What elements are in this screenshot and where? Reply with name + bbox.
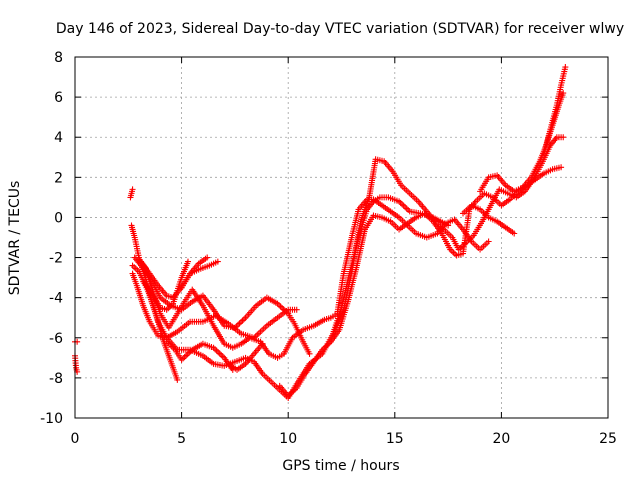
data-marks <box>72 64 569 401</box>
series-track-f <box>129 270 300 341</box>
x-tick-label: 20 <box>492 431 510 447</box>
y-axis-label: SDTVAR / TECUs <box>7 181 23 296</box>
data-point <box>181 353 188 360</box>
data-point <box>214 258 221 265</box>
x-tick-label: 25 <box>599 431 617 447</box>
data-point <box>213 347 220 354</box>
x-tick-label: 15 <box>386 431 404 447</box>
x-tick-label: 5 <box>177 431 186 447</box>
y-tick-label: -10 <box>40 411 63 427</box>
data-point <box>218 351 225 358</box>
chart-title: Day 146 of 2023, Sidereal Day-to-day VTE… <box>56 21 624 37</box>
y-tick-label: -6 <box>49 331 63 347</box>
data-point <box>215 349 222 356</box>
grid-lines <box>75 57 608 418</box>
data-point <box>560 134 567 141</box>
data-point <box>236 320 243 327</box>
series-track-b <box>72 352 81 375</box>
data-point <box>184 258 191 265</box>
data-point <box>259 340 266 347</box>
plot-frame <box>74 56 609 419</box>
x-tick-label: 0 <box>71 431 80 447</box>
data-point <box>237 319 244 326</box>
data-point <box>399 201 406 208</box>
y-tick-label: -2 <box>49 251 63 267</box>
x-axis-label: GPS time / hours <box>282 458 399 474</box>
data-point <box>241 316 248 323</box>
data-point <box>204 254 211 261</box>
data-point <box>485 238 492 245</box>
y-tick-label: -8 <box>49 371 63 387</box>
data-point <box>558 164 565 171</box>
data-point <box>306 350 313 357</box>
data-point <box>183 352 190 359</box>
data-point <box>219 353 226 360</box>
x-tick-label: 10 <box>279 431 297 447</box>
series-track-m <box>225 340 266 373</box>
axis-ticks: 0 5 10 15 20 25 -10 -8 -6 -4 -2 0 2 4 6 8 <box>40 50 617 447</box>
series-track-q <box>541 64 569 157</box>
data-point <box>239 317 246 324</box>
data-point <box>174 376 181 383</box>
data-point <box>402 204 409 211</box>
data-point <box>293 306 300 313</box>
y-tick-label: 2 <box>54 170 63 186</box>
data-point <box>511 230 518 237</box>
data-point <box>277 303 284 310</box>
series-track-r <box>460 202 518 237</box>
y-tick-label: 0 <box>54 210 63 226</box>
series-track-k <box>178 254 211 291</box>
data-point <box>129 186 136 193</box>
data-point <box>562 64 569 71</box>
series-track-o <box>332 134 567 333</box>
series-track-c <box>127 186 136 201</box>
y-tick-label: 4 <box>54 130 63 146</box>
y-tick-label: 8 <box>54 50 63 66</box>
series-track-j <box>140 258 191 313</box>
y-tick-label: -4 <box>49 291 63 307</box>
series-track-n <box>276 164 565 399</box>
series-track-a <box>72 338 81 345</box>
y-tick-label: 6 <box>54 90 63 106</box>
data-point <box>216 350 223 357</box>
data-point <box>403 205 410 212</box>
data-point <box>560 90 567 97</box>
data-point <box>400 202 407 209</box>
